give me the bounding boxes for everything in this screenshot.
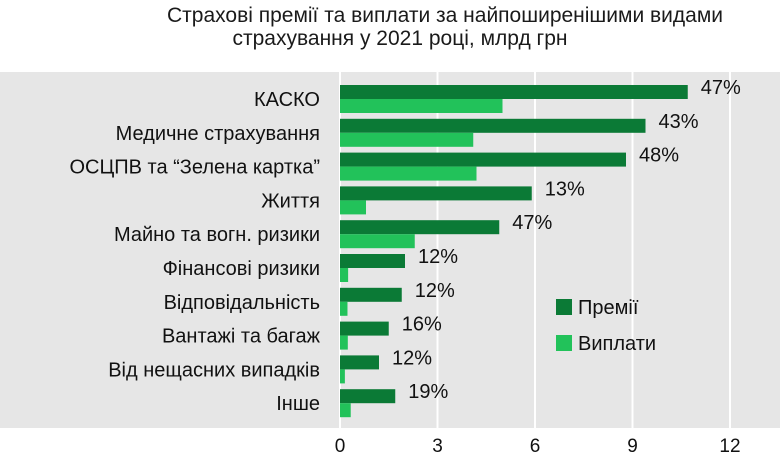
bar-payout <box>340 301 348 316</box>
x-tick-label: 0 <box>335 436 346 457</box>
bar-premium <box>340 389 396 404</box>
category-label: Вантажі та багаж <box>162 326 321 348</box>
category-label: КАСКО <box>254 89 320 111</box>
ratio-label: 13% <box>545 178 585 200</box>
bar-payout <box>340 403 351 418</box>
category-label: ОСЦПВ та “Зелена картка” <box>69 157 320 179</box>
bar-payout <box>340 369 345 384</box>
bar-premium <box>340 186 532 201</box>
bar-payout <box>340 268 349 282</box>
ratio-label: 47% <box>512 212 552 234</box>
ratio-label: 12% <box>392 347 432 369</box>
chart-title-line-1: Страхові премії та виплати за найпоширен… <box>166 4 724 27</box>
category-label: Медичне страхування <box>116 123 320 145</box>
category-label: Відповідальність <box>164 292 320 314</box>
ratio-label: 16% <box>402 314 442 336</box>
ratio-label: 47% <box>701 77 741 99</box>
bar-payout <box>340 99 503 113</box>
x-tick-label: 6 <box>530 436 541 457</box>
x-tick-label: 12 <box>719 436 740 457</box>
category-label: Майно та вогн. ризики <box>114 224 320 246</box>
legend-label: Виплати <box>578 333 656 355</box>
bar-premium <box>340 118 646 133</box>
bar-premium <box>340 85 688 99</box>
x-tick-label: 9 <box>627 436 638 457</box>
bar-premium <box>340 355 379 370</box>
bar-payout <box>340 335 348 350</box>
x-tick-label: 3 <box>432 436 443 457</box>
ratio-label: 43% <box>659 111 699 133</box>
category-label: Від нещасних випадків <box>108 359 320 381</box>
ratio-label: 48% <box>639 145 679 167</box>
bar-payout <box>340 234 415 249</box>
ratio-label: 19% <box>408 381 448 403</box>
bar-payout <box>340 166 477 181</box>
chart-title-line-2: страхування у 2021 році, млрд грн <box>232 27 568 50</box>
category-label: Життя <box>261 190 320 212</box>
bar-payout <box>340 132 474 147</box>
bar-premium <box>340 152 626 167</box>
category-label: Фінансові ризики <box>163 258 320 280</box>
bar-premium <box>340 220 500 235</box>
bar-premium <box>340 254 405 268</box>
legend-label: Премії <box>578 297 639 319</box>
legend-swatch <box>556 299 572 315</box>
bar-payout <box>340 200 366 215</box>
legend-swatch <box>556 335 572 351</box>
bar-premium <box>340 321 389 336</box>
ratio-label: 12% <box>415 280 455 302</box>
ratio-label: 12% <box>418 246 458 268</box>
bar-premium <box>340 287 402 302</box>
category-label: Інше <box>276 393 320 415</box>
chart-title: Страхові премії та виплати за найпоширен… <box>0 4 780 50</box>
